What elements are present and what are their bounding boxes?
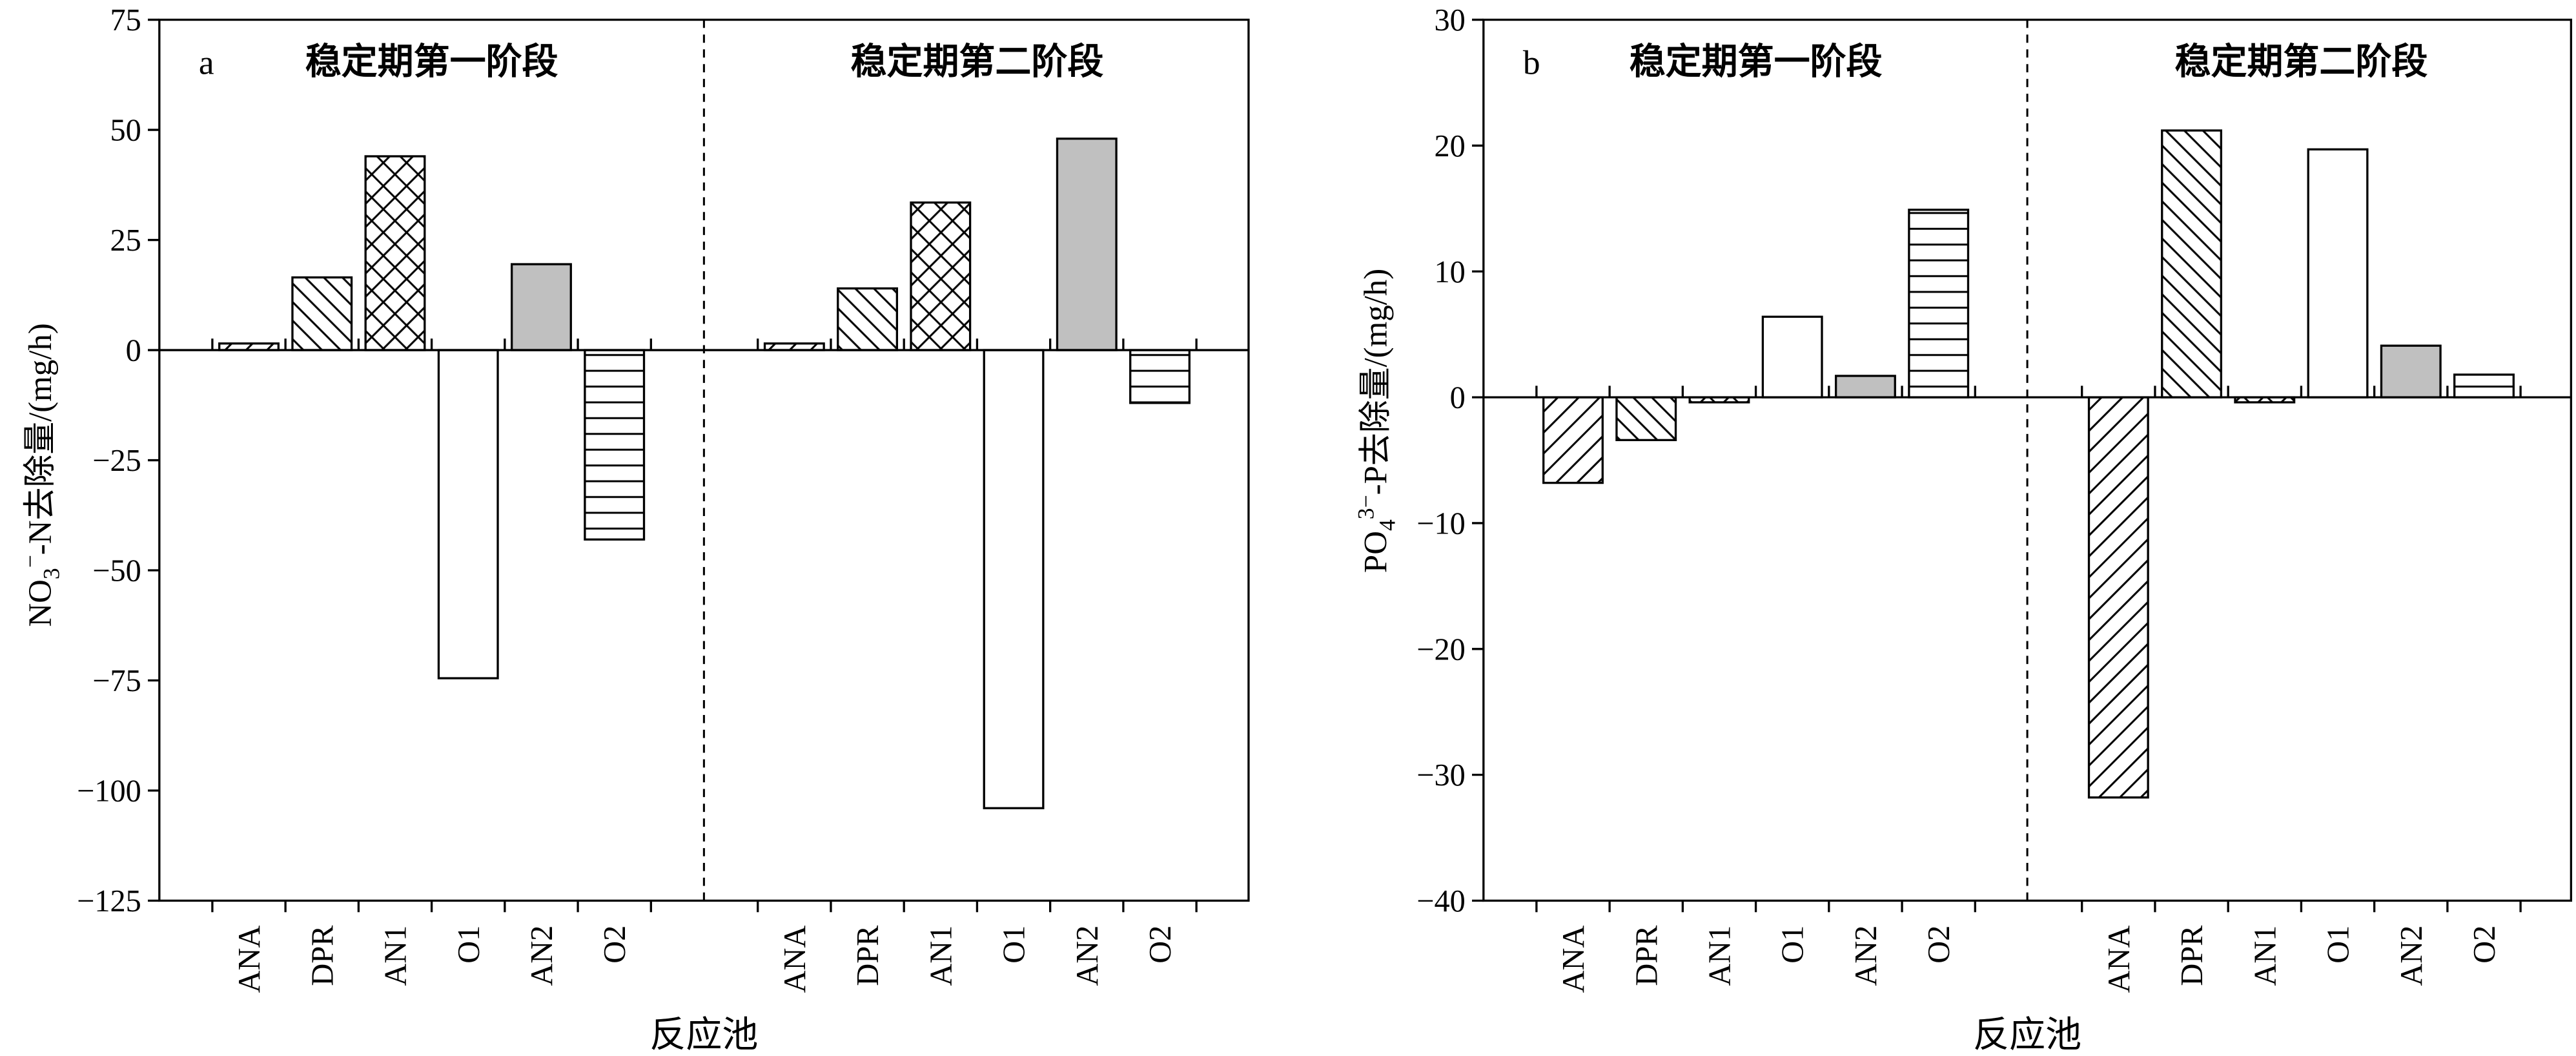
category-label: ANA bbox=[1557, 926, 1591, 993]
bar-b-stage2-dpr bbox=[2161, 129, 2223, 399]
category-label: O1 bbox=[1776, 926, 1810, 964]
category-label: AN1 bbox=[924, 926, 958, 986]
bar-a-stage2-o2 bbox=[1129, 349, 1191, 404]
y-axis-title-rest: -P去除量/(mg/h) bbox=[1358, 269, 1395, 495]
bar-a-stage1-an1 bbox=[364, 155, 426, 351]
category-label: AN1 bbox=[379, 926, 413, 986]
y-tick-label: 10 bbox=[1434, 255, 1465, 289]
stage-label: 稳定期第一阶段 bbox=[305, 43, 558, 83]
category-label: O2 bbox=[1922, 926, 1956, 964]
category-label: ANA bbox=[778, 926, 812, 993]
panel-label: a bbox=[199, 43, 214, 82]
y-tick-label: 0 bbox=[126, 334, 141, 368]
y-axis-title-rest: -N去除量/(mg/h) bbox=[23, 323, 59, 555]
category-label: DPR bbox=[305, 925, 340, 986]
bar-a-stage1-dpr bbox=[291, 276, 353, 351]
plot-frame bbox=[1482, 18, 2573, 902]
bar-b-stage1-o1 bbox=[1761, 315, 1823, 399]
y-tick-label: 50 bbox=[110, 114, 141, 148]
category-label: O1 bbox=[452, 926, 486, 964]
y-axis-title-base: NO bbox=[23, 579, 59, 626]
category-label: ANA bbox=[2102, 926, 2136, 993]
category-label: AN1 bbox=[1703, 926, 1737, 986]
category-label: O1 bbox=[997, 926, 1032, 964]
category-label: O2 bbox=[598, 926, 632, 964]
y-tick-label: 0 bbox=[1450, 381, 1466, 415]
bar-a-stage2-o1 bbox=[983, 349, 1045, 809]
bar-b-stage1-ana bbox=[1542, 396, 1604, 484]
y-tick-label: 75 bbox=[110, 3, 141, 37]
x-axis-title: 反应池 bbox=[649, 1015, 758, 1055]
y-tick-label: −125 bbox=[77, 884, 141, 918]
y-tick-label: −40 bbox=[1416, 884, 1466, 918]
y-axis-title-subscript: 4 bbox=[1374, 519, 1400, 531]
y-tick-label: −20 bbox=[1416, 632, 1466, 667]
category-label: O2 bbox=[2468, 926, 2502, 964]
category-label: DPR bbox=[1630, 925, 1664, 986]
stage-label: 稳定期第二阶段 bbox=[2175, 43, 2428, 83]
stage-label: 稳定期第一阶段 bbox=[1630, 43, 1883, 83]
y-axis-title-superscript: 3− bbox=[1353, 495, 1378, 519]
y-axis-title-base: PO bbox=[1358, 531, 1395, 573]
category-label: AN2 bbox=[525, 926, 559, 986]
bar-b-stage2-an2 bbox=[2380, 344, 2442, 399]
category-label: AN1 bbox=[2248, 926, 2282, 986]
bar-b-stage1-dpr bbox=[1615, 396, 1677, 442]
y-axis-title: PO43−-P去除量/(mg/h) bbox=[1353, 269, 1400, 573]
bars-b bbox=[1542, 129, 2515, 799]
bar-a-stage2-an1 bbox=[910, 201, 972, 351]
y-tick-label: 30 bbox=[1434, 3, 1465, 37]
stage-label: 稳定期第二阶段 bbox=[851, 43, 1104, 83]
y-tick-label: −25 bbox=[92, 444, 141, 478]
chart-panel-a: 75 50 25 0 −25 −50 −75 −100 −125 ANA DPR AN1 O1 AN2 O2… bbox=[17, 3, 1250, 1055]
category-label: ANA bbox=[232, 926, 267, 993]
y-axis-title-superscript: − bbox=[17, 555, 43, 568]
y-tick-label: −75 bbox=[92, 664, 141, 698]
y-tick-label: −10 bbox=[1416, 506, 1466, 541]
x-axis-title: 反应池 bbox=[1973, 1015, 2081, 1055]
category-label: DPR bbox=[851, 925, 885, 986]
bar-b-stage2-ana bbox=[2087, 396, 2149, 799]
y-tick-label: −30 bbox=[1416, 758, 1466, 792]
bar-b-stage2-o1 bbox=[2307, 148, 2369, 399]
bar-a-stage2-dpr bbox=[837, 287, 899, 351]
y-axis-title-subscript: 3 bbox=[39, 568, 65, 579]
category-label: O1 bbox=[2322, 926, 2356, 964]
y-axis-title: NO3−-N去除量/(mg/h) bbox=[17, 323, 65, 626]
category-label: AN2 bbox=[1070, 926, 1105, 986]
bar-b-stage1-o2 bbox=[1908, 209, 1970, 399]
y-tick-label: 20 bbox=[1434, 129, 1465, 163]
bar-a-stage2-an2 bbox=[1056, 138, 1118, 351]
y-tick-label: −100 bbox=[77, 774, 141, 809]
bar-b-stage1-an2 bbox=[1834, 375, 1896, 399]
y-tick-label: 25 bbox=[110, 223, 141, 258]
bar-a-stage1-o1 bbox=[437, 349, 499, 679]
y-tick-label: −50 bbox=[92, 554, 141, 588]
category-label: AN2 bbox=[1849, 926, 1883, 986]
panel-label: b bbox=[1523, 43, 1540, 82]
bar-a-stage1-o2 bbox=[584, 349, 646, 541]
category-label: DPR bbox=[2175, 925, 2209, 986]
category-label: AN2 bbox=[2395, 926, 2429, 986]
chart-panel-b: 30 20 10 0 −10 −20 −30 −40 ANA DPR AN1 O1 AN2 O2 ANA DP… bbox=[1353, 3, 2573, 1055]
bar-b-stage2-o2 bbox=[2453, 373, 2515, 399]
bar-a-stage1-an2 bbox=[511, 263, 572, 351]
category-label: O2 bbox=[1143, 926, 1178, 964]
